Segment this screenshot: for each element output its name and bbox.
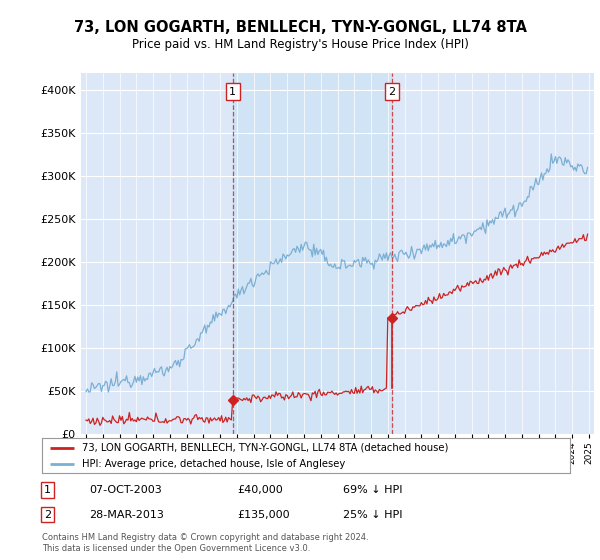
Bar — [233, 73, 392, 434]
Text: £40,000: £40,000 — [238, 485, 283, 495]
Text: 1: 1 — [229, 87, 236, 97]
Text: 25% ↓ HPI: 25% ↓ HPI — [343, 510, 403, 520]
Text: Contains HM Land Registry data © Crown copyright and database right 2024.
This d: Contains HM Land Registry data © Crown c… — [42, 533, 368, 553]
Text: £135,000: £135,000 — [238, 510, 290, 520]
Text: 73, LON GOGARTH, BENLLECH, TYN-Y-GONGL, LL74 8TA: 73, LON GOGARTH, BENLLECH, TYN-Y-GONGL, … — [74, 20, 527, 35]
Text: 07-OCT-2003: 07-OCT-2003 — [89, 485, 162, 495]
Text: HPI: Average price, detached house, Isle of Anglesey: HPI: Average price, detached house, Isle… — [82, 459, 345, 469]
Text: 2: 2 — [388, 87, 395, 97]
Text: 73, LON GOGARTH, BENLLECH, TYN-Y-GONGL, LL74 8TA (detached house): 73, LON GOGARTH, BENLLECH, TYN-Y-GONGL, … — [82, 443, 448, 453]
Text: 28-MAR-2013: 28-MAR-2013 — [89, 510, 164, 520]
Text: 2: 2 — [44, 510, 51, 520]
Text: 69% ↓ HPI: 69% ↓ HPI — [343, 485, 403, 495]
Text: 1: 1 — [44, 485, 51, 495]
Text: Price paid vs. HM Land Registry's House Price Index (HPI): Price paid vs. HM Land Registry's House … — [131, 38, 469, 51]
